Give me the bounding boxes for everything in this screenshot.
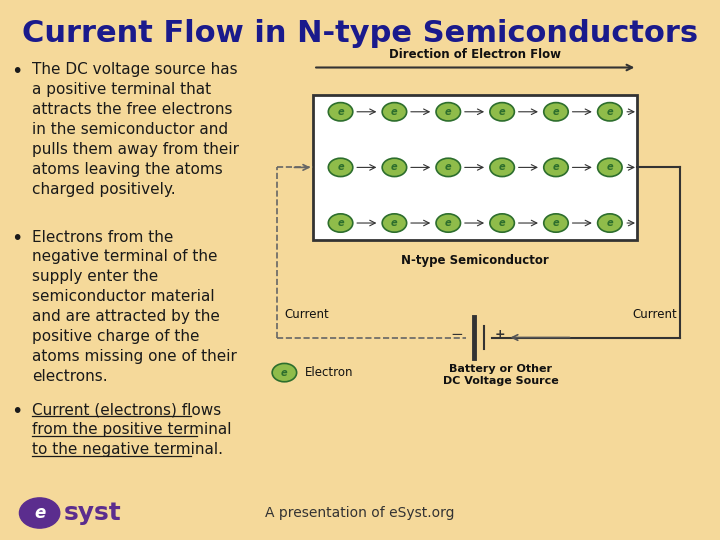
Text: e: e (553, 107, 559, 117)
Text: a positive terminal that: a positive terminal that (32, 82, 212, 97)
Text: e: e (34, 504, 45, 522)
Text: −: − (450, 327, 463, 342)
Text: negative terminal of the: negative terminal of the (32, 249, 218, 265)
Text: to the negative terminal.: to the negative terminal. (32, 442, 223, 457)
Circle shape (19, 498, 60, 528)
Circle shape (436, 158, 461, 177)
Text: e: e (281, 368, 288, 377)
Text: e: e (445, 218, 451, 228)
Circle shape (544, 103, 568, 121)
Text: e: e (606, 107, 613, 117)
Text: syst: syst (63, 501, 121, 525)
Text: e: e (445, 107, 451, 117)
Text: from the positive terminal: from the positive terminal (32, 422, 232, 437)
Text: Battery or Other
DC Voltage Source: Battery or Other DC Voltage Source (443, 364, 558, 386)
Circle shape (382, 158, 407, 177)
Text: atoms missing one of their: atoms missing one of their (32, 349, 238, 364)
Text: in the semiconductor and: in the semiconductor and (32, 122, 228, 137)
Text: positive charge of the: positive charge of the (32, 329, 200, 345)
Circle shape (598, 214, 622, 232)
Text: e: e (499, 163, 505, 172)
Text: attracts the free electrons: attracts the free electrons (32, 102, 233, 117)
Text: e: e (606, 163, 613, 172)
Circle shape (598, 158, 622, 177)
Text: e: e (553, 218, 559, 228)
Text: pulls them away from their: pulls them away from their (32, 142, 239, 157)
Circle shape (544, 158, 568, 177)
Circle shape (272, 363, 297, 382)
Text: e: e (337, 218, 344, 228)
Circle shape (544, 214, 568, 232)
Text: Electrons from the: Electrons from the (32, 230, 174, 245)
Text: e: e (391, 218, 397, 228)
Text: charged positively.: charged positively. (32, 182, 176, 197)
Circle shape (382, 214, 407, 232)
Text: •: • (11, 402, 22, 421)
Text: and are attracted by the: and are attracted by the (32, 309, 220, 325)
Text: Current (electrons) flows: Current (electrons) flows (32, 402, 222, 417)
Text: •: • (11, 62, 22, 81)
Circle shape (436, 103, 461, 121)
Text: A presentation of eSyst.org: A presentation of eSyst.org (265, 506, 455, 520)
Circle shape (382, 103, 407, 121)
Text: e: e (337, 163, 344, 172)
Circle shape (328, 158, 353, 177)
Text: Electron: Electron (305, 366, 353, 379)
Text: Direction of Electron Flow: Direction of Electron Flow (390, 48, 561, 61)
Text: e: e (445, 163, 451, 172)
Text: semiconductor material: semiconductor material (32, 289, 215, 305)
Text: supply enter the: supply enter the (32, 269, 158, 285)
Text: electrons.: electrons. (32, 369, 108, 384)
Circle shape (436, 214, 461, 232)
Circle shape (490, 214, 514, 232)
Text: e: e (391, 163, 397, 172)
Text: e: e (553, 163, 559, 172)
Text: +: + (495, 328, 505, 341)
Circle shape (328, 103, 353, 121)
Text: e: e (499, 218, 505, 228)
Circle shape (598, 103, 622, 121)
Text: The DC voltage source has: The DC voltage source has (32, 62, 238, 77)
Text: e: e (499, 107, 505, 117)
Circle shape (490, 158, 514, 177)
Text: atoms leaving the atoms: atoms leaving the atoms (32, 162, 223, 177)
Text: Current: Current (632, 308, 677, 321)
Text: N-type Semiconductor: N-type Semiconductor (401, 254, 549, 267)
Text: Current: Current (284, 308, 329, 321)
Text: •: • (11, 230, 22, 248)
Circle shape (490, 103, 514, 121)
Bar (313, 94, 637, 240)
Text: e: e (391, 107, 397, 117)
Text: e: e (337, 107, 344, 117)
Circle shape (328, 214, 353, 232)
Text: e: e (606, 218, 613, 228)
Text: Current Flow in N-type Semiconductors: Current Flow in N-type Semiconductors (22, 19, 698, 48)
